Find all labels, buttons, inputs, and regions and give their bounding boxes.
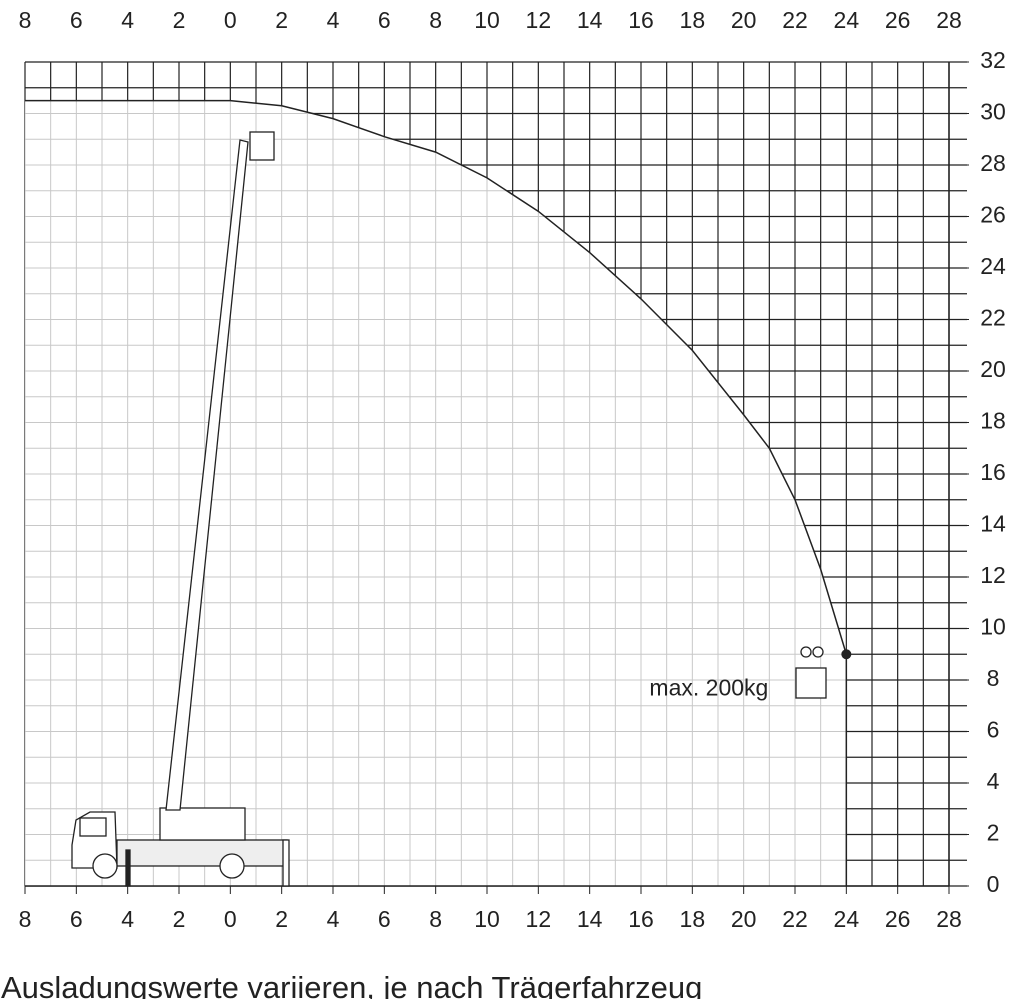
x-tick-label: 18 xyxy=(680,7,706,33)
y-tick-label: 20 xyxy=(980,356,1006,382)
y-tick-label: 12 xyxy=(980,562,1006,588)
x-tick-label: 10 xyxy=(474,906,500,932)
max-point xyxy=(841,649,852,660)
x-tick-label: 8 xyxy=(19,7,32,33)
y-tick-label: 14 xyxy=(980,511,1006,537)
x-tick-label: 8 xyxy=(19,906,32,932)
x-tick-label: 14 xyxy=(577,7,603,33)
x-tick-label: 0 xyxy=(224,906,237,932)
x-tick-label: 22 xyxy=(782,906,808,932)
window xyxy=(79,817,107,837)
y-tick-label: 30 xyxy=(980,99,1006,125)
x-tick-label: 2 xyxy=(275,7,288,33)
y-tick-label: 4 xyxy=(987,768,1000,794)
x-tick-label: 12 xyxy=(526,906,552,932)
wheel xyxy=(92,853,118,879)
outrigger xyxy=(125,849,131,887)
y-tick-label: 16 xyxy=(980,459,1006,485)
x-tick-label: 4 xyxy=(327,906,340,932)
x-tick-label: 20 xyxy=(731,906,757,932)
x-tick-label: 24 xyxy=(834,906,860,932)
x-tick-label: 24 xyxy=(834,7,860,33)
x-tick-label: 28 xyxy=(936,7,962,33)
outrigger xyxy=(282,839,290,887)
x-tick-label: 0 xyxy=(224,7,237,33)
y-tick-label: 6 xyxy=(987,717,1000,743)
truck-drawing xyxy=(71,131,827,887)
envelope-line xyxy=(25,99,848,886)
x-tick-label: 14 xyxy=(577,906,603,932)
basket xyxy=(249,131,275,161)
x-tick-label: 20 xyxy=(731,7,757,33)
y-tick-label: 10 xyxy=(980,614,1006,640)
turret xyxy=(159,807,246,841)
annotation: max. 200kg xyxy=(649,674,768,700)
y-tick-label: 22 xyxy=(980,305,1006,331)
chassis xyxy=(116,839,288,867)
x-tick-label: 6 xyxy=(378,7,391,33)
x-tick-label: 26 xyxy=(885,7,911,33)
y-tick-label: 24 xyxy=(980,253,1006,279)
person xyxy=(800,646,812,658)
x-tick-label: 6 xyxy=(70,7,83,33)
x-tick-label: 8 xyxy=(429,7,442,33)
x-tick-label: 2 xyxy=(173,906,186,932)
wheel xyxy=(219,853,245,879)
x-tick-label: 2 xyxy=(275,906,288,932)
x-tick-label: 26 xyxy=(885,906,911,932)
x-tick-label: 8 xyxy=(429,906,442,932)
x-tick-label: 10 xyxy=(474,7,500,33)
y-tick-label: 32 xyxy=(980,47,1006,73)
y-tick-label: 18 xyxy=(980,408,1006,434)
y-tick-label: 8 xyxy=(987,665,1000,691)
y-tick-label: 2 xyxy=(987,820,1000,846)
x-tick-label: 18 xyxy=(680,906,706,932)
x-tick-label: 12 xyxy=(526,7,552,33)
x-tick-label: 6 xyxy=(378,906,391,932)
x-tick-label: 6 xyxy=(70,906,83,932)
y-tick-label: 28 xyxy=(980,150,1006,176)
person xyxy=(812,646,824,658)
x-tick-label: 16 xyxy=(628,906,654,932)
boom xyxy=(165,139,249,811)
x-tick-label: 28 xyxy=(936,906,962,932)
x-tick-label: 2 xyxy=(173,7,186,33)
y-tick-label: 26 xyxy=(980,202,1006,228)
x-tick-label: 22 xyxy=(782,7,808,33)
x-tick-label: 16 xyxy=(628,7,654,33)
x-tick-label: 4 xyxy=(121,906,134,932)
x-tick-label: 4 xyxy=(327,7,340,33)
x-tick-label: 4 xyxy=(121,7,134,33)
note: Ausladungswerte variieren, je nach Träge… xyxy=(1,970,702,999)
y-tick-label: 0 xyxy=(987,871,1000,897)
basket xyxy=(795,667,827,699)
